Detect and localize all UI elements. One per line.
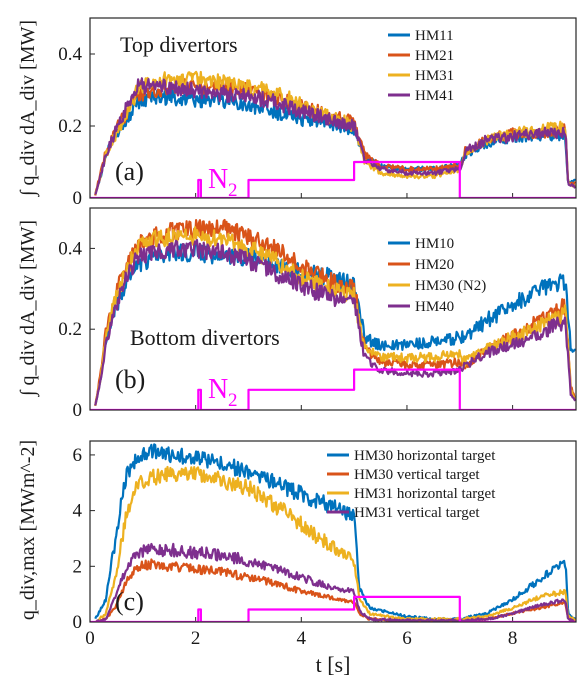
series-line-hm31-vertical-target xyxy=(95,542,576,622)
n2-puff-line xyxy=(90,160,576,198)
legend-label: HM31 vertical target xyxy=(354,505,480,521)
y-tick-label: 0.2 xyxy=(58,116,82,137)
n2-puff-line xyxy=(90,595,576,622)
x-tick-label: 0 xyxy=(85,628,95,649)
x-tick-label: 2 xyxy=(191,628,201,649)
y-tick-label: 0.2 xyxy=(58,319,82,340)
legend-label: HM30 horizontal target xyxy=(354,448,496,464)
n2-annotation: N xyxy=(208,374,228,405)
legend-label: HM31 horizontal target xyxy=(354,486,496,502)
chart-panel-2: 0 0.2 0.4 HM10 HM20 HM30 (N2) HM40 Bottom diver… xyxy=(17,207,577,421)
series-group xyxy=(90,218,576,410)
chart-panel-1: 0 0.2 0.4 HM11 HM21 HM31 HM41 Top divertors (a) N… xyxy=(17,17,577,209)
legend-label: HM40 xyxy=(415,299,454,315)
series-line-hm30-n2- xyxy=(94,226,576,406)
axis-frame xyxy=(89,207,577,411)
series-group xyxy=(90,70,576,198)
y-tick-label: 4 xyxy=(73,501,83,522)
y-tick-label: 0 xyxy=(73,188,83,209)
y-tick-label: 0.4 xyxy=(58,44,82,65)
y-tick-label: 0 xyxy=(73,612,83,633)
x-tick-label: 6 xyxy=(402,628,412,649)
panel-title: Bottom divertors xyxy=(130,325,280,350)
axis-frame xyxy=(89,440,577,623)
series-line-hm31-horizontal-target xyxy=(94,465,576,622)
n2-annotation-subscript: 2 xyxy=(228,390,238,411)
panel-title: Top divertors xyxy=(120,32,238,57)
chart-panel-3: 0 2 4 6 0 2 4 6 8 HM30 horizontal target HM30 vert… xyxy=(17,440,577,677)
legend-label: HM21 xyxy=(415,48,454,64)
legend-label: HM41 xyxy=(415,88,454,104)
legend-label: HM11 xyxy=(415,28,454,44)
legend-label: HM31 xyxy=(415,68,454,84)
x-axis-label: t [s] xyxy=(316,652,351,677)
axis-frame xyxy=(89,17,577,199)
panel-tag: (b) xyxy=(115,365,145,394)
y-tick-label: 2 xyxy=(73,556,83,577)
series-line-hm41 xyxy=(94,77,576,195)
y-tick-label: 0.4 xyxy=(58,238,82,259)
panel-tag: (c) xyxy=(115,587,144,616)
x-tick-label: 4 xyxy=(297,628,307,649)
x-tick-label: 8 xyxy=(508,628,518,649)
y-axis-label: q_div,max [MWm^-2] xyxy=(17,440,39,620)
series-group xyxy=(90,443,576,622)
panel-tag: (a) xyxy=(115,157,144,186)
y-axis-label: ∫ q_div dA_div [MW] xyxy=(17,220,40,398)
y-axis-label: ∫ q_div dA_div [MW] xyxy=(17,20,40,198)
legend-label: HM20 xyxy=(415,257,454,273)
series-line-hm30-horizontal-target xyxy=(94,443,576,622)
legend-label: HM30 (N2) xyxy=(415,278,486,294)
legend-label: HM30 vertical target xyxy=(354,467,480,483)
series-line-hm40 xyxy=(94,238,576,406)
n2-puff-line xyxy=(90,368,576,410)
n2-annotation-subscript: 2 xyxy=(228,180,238,201)
y-tick-label: 0 xyxy=(73,400,83,421)
n2-annotation: N xyxy=(208,164,228,195)
y-tick-label: 6 xyxy=(73,445,83,466)
legend-label: HM10 xyxy=(415,236,454,252)
